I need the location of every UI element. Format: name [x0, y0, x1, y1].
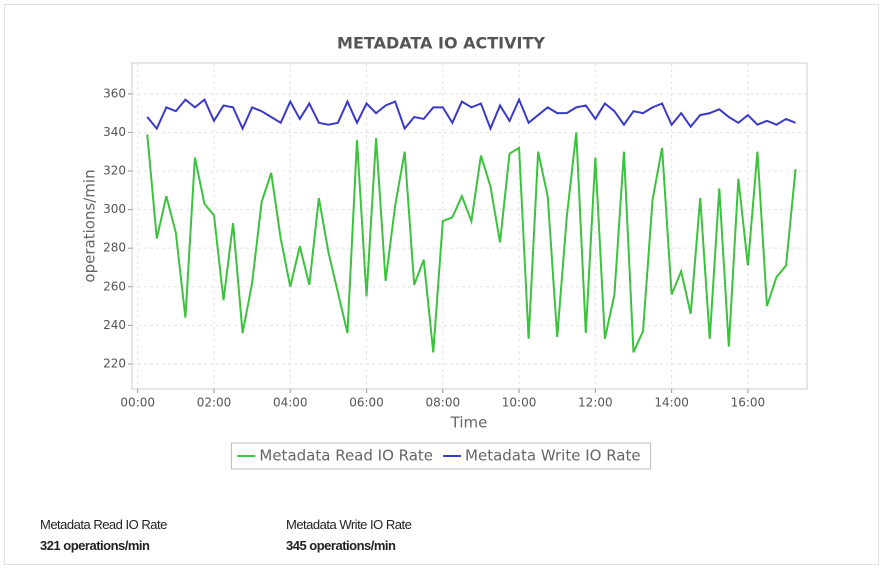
y-tick-label: 360: [103, 86, 126, 100]
legend-label: Metadata Read IO Rate: [259, 447, 433, 465]
summary-label: Metadata Read IO Rate: [40, 517, 167, 532]
y-tick-label: 280: [103, 241, 126, 255]
y-tick-label: 320: [103, 164, 126, 178]
x-tick-label: 12:00: [578, 396, 613, 410]
y-tick-label: 300: [103, 202, 126, 216]
summary-label: Metadata Write IO Rate: [286, 517, 412, 532]
legend-box: [230, 442, 652, 470]
legend-label: Metadata Write IO Rate: [465, 447, 641, 465]
y-tick-label: 340: [103, 125, 126, 139]
summary-read: Metadata Read IO Rate 321 operations/min: [40, 517, 167, 553]
y-tick-label: 260: [103, 279, 126, 293]
x-tick-label: 16:00: [731, 396, 766, 410]
x-tick-label: 04:00: [273, 396, 308, 410]
summary-value: 321 operations/min: [40, 538, 150, 553]
panel: METADATA IO ACTIVITY Time operations/min…: [4, 4, 879, 565]
data-line: [146, 97, 796, 132]
summary-write: Metadata Write IO Rate 345 operations/mi…: [286, 517, 412, 553]
x-tick-label: 00:00: [120, 396, 155, 410]
x-tick-label: 10:00: [502, 396, 537, 410]
x-tick-label: 06:00: [349, 396, 384, 410]
chart-title: METADATA IO ACTIVITY: [337, 34, 545, 53]
y-axis-label: operations/min: [81, 169, 99, 282]
plot-area: [131, 62, 808, 390]
data-line: [146, 132, 797, 353]
summary-value: 345 operations/min: [286, 538, 396, 553]
y-tick-label: 220: [103, 356, 126, 370]
x-tick-label: 08:00: [426, 396, 461, 410]
x-tick-label: 02:00: [197, 396, 232, 410]
x-tick-label: 14:00: [654, 396, 689, 410]
y-tick-label: 240: [103, 318, 126, 332]
legend: Metadata Read IO Rate Metadata Write IO R…: [230, 442, 652, 470]
chart: METADATA IO ACTIVITY Time operations/min…: [81, 34, 808, 470]
x-axis-label: Time: [450, 414, 488, 432]
